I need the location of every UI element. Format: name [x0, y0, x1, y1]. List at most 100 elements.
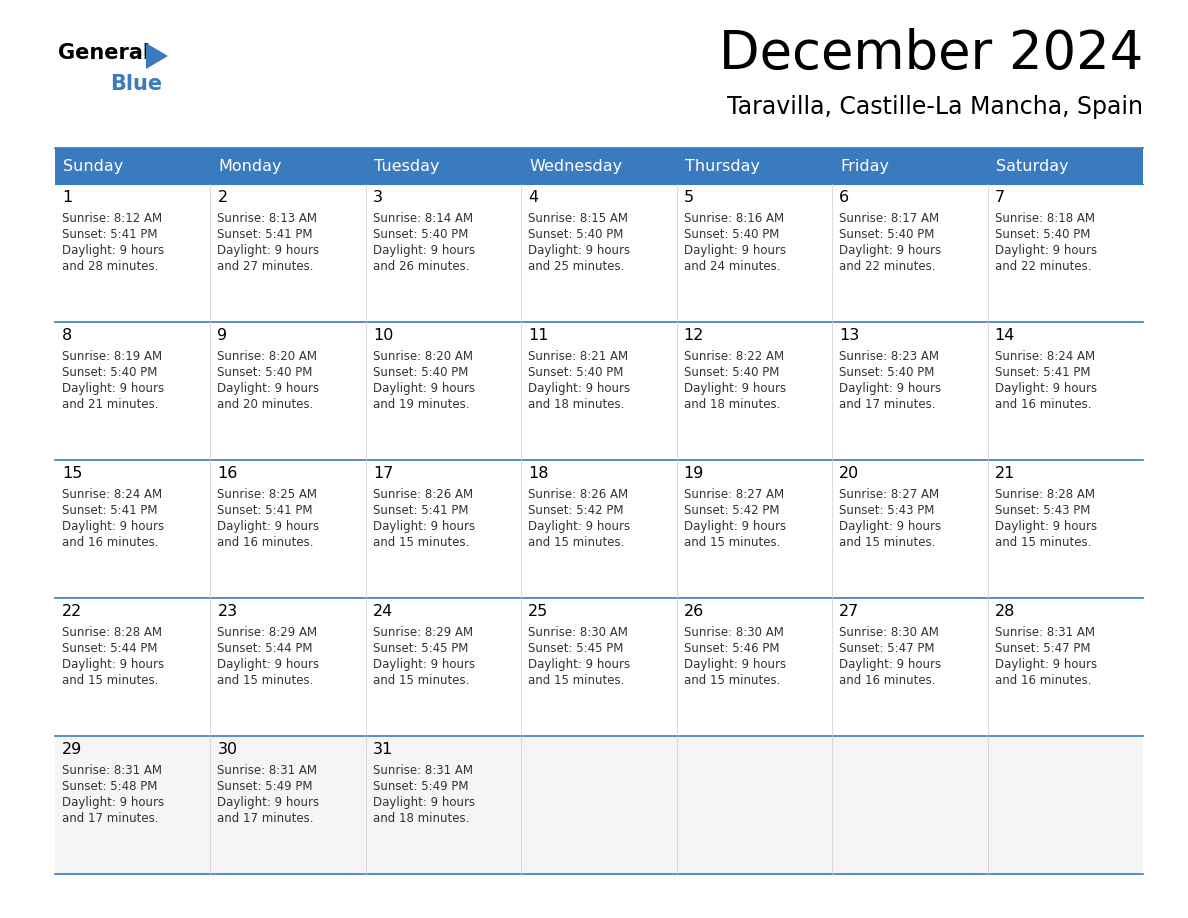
Text: December 2024: December 2024 [719, 28, 1143, 80]
Text: Saturday: Saturday [996, 159, 1068, 174]
Text: Taravilla, Castille-La Mancha, Spain: Taravilla, Castille-La Mancha, Spain [727, 95, 1143, 119]
Text: Sunset: 5:40 PM: Sunset: 5:40 PM [839, 366, 935, 379]
Text: Daylight: 9 hours: Daylight: 9 hours [529, 658, 631, 671]
Text: 9: 9 [217, 328, 228, 343]
Text: and 18 minutes.: and 18 minutes. [373, 812, 469, 825]
Text: Daylight: 9 hours: Daylight: 9 hours [373, 244, 475, 257]
Text: Daylight: 9 hours: Daylight: 9 hours [217, 658, 320, 671]
Text: Sunset: 5:44 PM: Sunset: 5:44 PM [62, 642, 158, 655]
Text: 19: 19 [684, 466, 704, 481]
Text: Sunset: 5:49 PM: Sunset: 5:49 PM [217, 780, 312, 793]
Text: Sunset: 5:42 PM: Sunset: 5:42 PM [529, 504, 624, 517]
Text: and 28 minutes.: and 28 minutes. [62, 260, 158, 273]
Text: Daylight: 9 hours: Daylight: 9 hours [62, 382, 164, 395]
Text: Sunday: Sunday [63, 159, 124, 174]
Text: Sunset: 5:41 PM: Sunset: 5:41 PM [62, 228, 158, 241]
Text: Daylight: 9 hours: Daylight: 9 hours [994, 520, 1097, 533]
Text: Sunset: 5:40 PM: Sunset: 5:40 PM [529, 366, 624, 379]
Text: 23: 23 [217, 604, 238, 619]
Text: Sunrise: 8:31 AM: Sunrise: 8:31 AM [373, 764, 473, 777]
Text: Daylight: 9 hours: Daylight: 9 hours [994, 382, 1097, 395]
Text: Daylight: 9 hours: Daylight: 9 hours [839, 244, 941, 257]
Text: 27: 27 [839, 604, 859, 619]
Text: and 16 minutes.: and 16 minutes. [62, 536, 158, 549]
Text: Sunset: 5:40 PM: Sunset: 5:40 PM [217, 366, 312, 379]
Text: and 15 minutes.: and 15 minutes. [529, 536, 625, 549]
Text: Sunrise: 8:30 AM: Sunrise: 8:30 AM [839, 626, 939, 639]
Text: Daylight: 9 hours: Daylight: 9 hours [373, 658, 475, 671]
Text: 1: 1 [62, 190, 72, 205]
Text: and 20 minutes.: and 20 minutes. [217, 398, 314, 411]
Text: 7: 7 [994, 190, 1005, 205]
Text: Sunrise: 8:20 AM: Sunrise: 8:20 AM [217, 350, 317, 363]
Text: Sunset: 5:46 PM: Sunset: 5:46 PM [684, 642, 779, 655]
Text: and 26 minutes.: and 26 minutes. [373, 260, 469, 273]
Text: 17: 17 [373, 466, 393, 481]
Text: and 22 minutes.: and 22 minutes. [839, 260, 936, 273]
Text: Sunset: 5:48 PM: Sunset: 5:48 PM [62, 780, 157, 793]
Text: Sunset: 5:41 PM: Sunset: 5:41 PM [994, 366, 1091, 379]
Text: Daylight: 9 hours: Daylight: 9 hours [529, 382, 631, 395]
Text: Sunrise: 8:17 AM: Sunrise: 8:17 AM [839, 212, 940, 225]
Text: 15: 15 [62, 466, 82, 481]
Text: and 16 minutes.: and 16 minutes. [994, 674, 1091, 687]
Text: and 15 minutes.: and 15 minutes. [684, 536, 781, 549]
Text: 13: 13 [839, 328, 859, 343]
Text: 30: 30 [217, 742, 238, 757]
Text: Sunrise: 8:16 AM: Sunrise: 8:16 AM [684, 212, 784, 225]
Text: Sunset: 5:40 PM: Sunset: 5:40 PM [62, 366, 157, 379]
Text: Friday: Friday [840, 159, 889, 174]
Text: Sunrise: 8:13 AM: Sunrise: 8:13 AM [217, 212, 317, 225]
Text: Daylight: 9 hours: Daylight: 9 hours [62, 520, 164, 533]
Text: Sunset: 5:41 PM: Sunset: 5:41 PM [217, 228, 312, 241]
Text: and 22 minutes.: and 22 minutes. [994, 260, 1091, 273]
Text: Sunrise: 8:15 AM: Sunrise: 8:15 AM [529, 212, 628, 225]
Text: Sunset: 5:43 PM: Sunset: 5:43 PM [994, 504, 1089, 517]
Text: 18: 18 [529, 466, 549, 481]
Text: 29: 29 [62, 742, 82, 757]
Text: Daylight: 9 hours: Daylight: 9 hours [62, 244, 164, 257]
Text: Sunrise: 8:31 AM: Sunrise: 8:31 AM [994, 626, 1094, 639]
Text: Sunrise: 8:28 AM: Sunrise: 8:28 AM [62, 626, 162, 639]
Text: and 27 minutes.: and 27 minutes. [217, 260, 314, 273]
Text: Daylight: 9 hours: Daylight: 9 hours [373, 796, 475, 809]
Bar [55, 460, 1143, 598]
Text: 3: 3 [373, 190, 383, 205]
Text: and 16 minutes.: and 16 minutes. [994, 398, 1091, 411]
Text: and 18 minutes.: and 18 minutes. [529, 398, 625, 411]
Text: Monday: Monday [219, 159, 282, 174]
Text: Daylight: 9 hours: Daylight: 9 hours [684, 520, 785, 533]
Bar [55, 322, 1143, 460]
Text: Sunrise: 8:26 AM: Sunrise: 8:26 AM [373, 488, 473, 501]
Text: 4: 4 [529, 190, 538, 205]
Text: 31: 31 [373, 742, 393, 757]
Text: Sunset: 5:40 PM: Sunset: 5:40 PM [373, 228, 468, 241]
Text: Sunrise: 8:27 AM: Sunrise: 8:27 AM [684, 488, 784, 501]
Text: Sunrise: 8:25 AM: Sunrise: 8:25 AM [217, 488, 317, 501]
Text: 16: 16 [217, 466, 238, 481]
Text: and 17 minutes.: and 17 minutes. [839, 398, 936, 411]
Text: Daylight: 9 hours: Daylight: 9 hours [839, 382, 941, 395]
Text: Sunset: 5:44 PM: Sunset: 5:44 PM [217, 642, 312, 655]
Text: Daylight: 9 hours: Daylight: 9 hours [839, 520, 941, 533]
Text: 2: 2 [217, 190, 228, 205]
Text: Sunrise: 8:23 AM: Sunrise: 8:23 AM [839, 350, 940, 363]
Text: Wednesday: Wednesday [530, 159, 623, 174]
Text: and 15 minutes.: and 15 minutes. [217, 674, 314, 687]
Text: 25: 25 [529, 604, 549, 619]
Text: 21: 21 [994, 466, 1015, 481]
Text: Sunrise: 8:21 AM: Sunrise: 8:21 AM [529, 350, 628, 363]
Text: Daylight: 9 hours: Daylight: 9 hours [529, 520, 631, 533]
Text: Sunrise: 8:24 AM: Sunrise: 8:24 AM [994, 350, 1094, 363]
Text: Sunset: 5:40 PM: Sunset: 5:40 PM [529, 228, 624, 241]
Text: Sunrise: 8:28 AM: Sunrise: 8:28 AM [994, 488, 1094, 501]
Text: Daylight: 9 hours: Daylight: 9 hours [684, 658, 785, 671]
Text: 12: 12 [684, 328, 704, 343]
Text: 5: 5 [684, 190, 694, 205]
Text: Sunrise: 8:30 AM: Sunrise: 8:30 AM [529, 626, 628, 639]
Text: Daylight: 9 hours: Daylight: 9 hours [62, 796, 164, 809]
Text: Daylight: 9 hours: Daylight: 9 hours [217, 244, 320, 257]
Text: Daylight: 9 hours: Daylight: 9 hours [994, 658, 1097, 671]
Text: Sunrise: 8:18 AM: Sunrise: 8:18 AM [994, 212, 1094, 225]
Polygon shape [146, 43, 168, 69]
